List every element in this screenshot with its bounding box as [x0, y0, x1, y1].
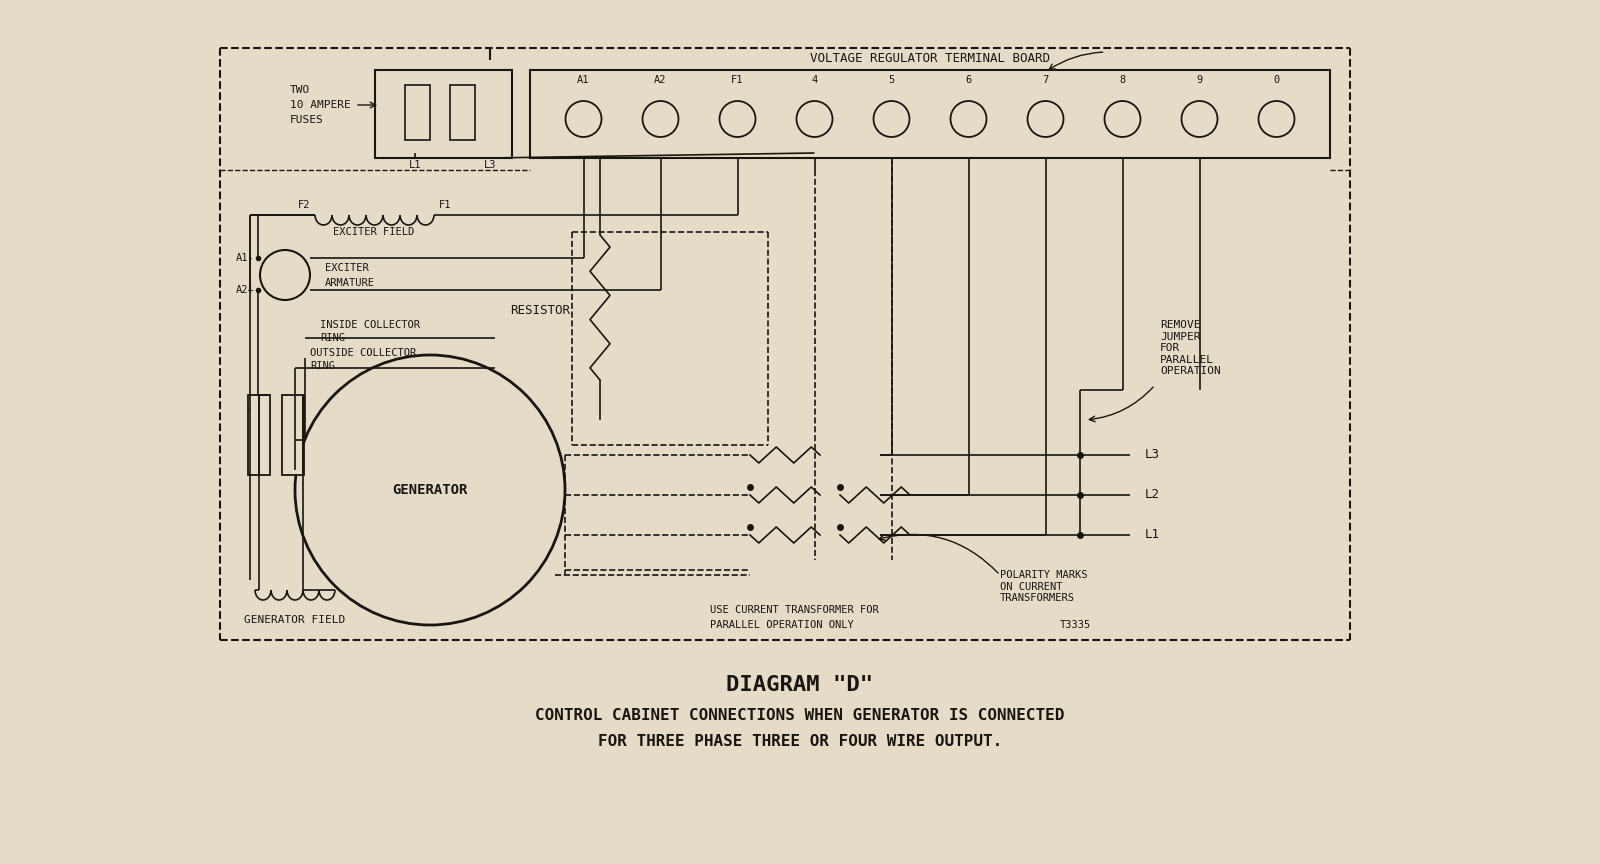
Text: ARMATURE: ARMATURE — [325, 278, 374, 288]
Text: A1: A1 — [578, 75, 590, 85]
Text: EXCITER: EXCITER — [325, 263, 368, 273]
Text: FUSES: FUSES — [290, 115, 323, 125]
Text: F2: F2 — [298, 200, 310, 210]
Text: T3335: T3335 — [1059, 620, 1091, 630]
Text: REMOVE
JUMPER
FOR
PARALLEL
OPERATION: REMOVE JUMPER FOR PARALLEL OPERATION — [1160, 320, 1221, 377]
Circle shape — [643, 101, 678, 137]
Circle shape — [1181, 101, 1218, 137]
Text: VOLTAGE REGULATOR TERMINAL BOARD: VOLTAGE REGULATOR TERMINAL BOARD — [810, 52, 1050, 65]
Text: USE CURRENT TRANSFORMER FOR: USE CURRENT TRANSFORMER FOR — [710, 605, 878, 615]
Text: 7: 7 — [1042, 75, 1048, 85]
Text: GENERATOR FIELD: GENERATOR FIELD — [245, 615, 346, 625]
Bar — [405, 85, 430, 140]
Text: 6: 6 — [965, 75, 971, 85]
Circle shape — [874, 101, 909, 137]
Circle shape — [1027, 101, 1064, 137]
Text: A2: A2 — [654, 75, 667, 85]
Circle shape — [1259, 101, 1294, 137]
Text: L2: L2 — [1146, 488, 1160, 501]
Text: 5: 5 — [888, 75, 894, 85]
Bar — [248, 395, 270, 475]
Text: FOR THREE PHASE THREE OR FOUR WIRE OUTPUT.: FOR THREE PHASE THREE OR FOUR WIRE OUTPU… — [598, 734, 1002, 749]
Text: DIAGRAM "D": DIAGRAM "D" — [726, 675, 874, 695]
Text: GENERATOR: GENERATOR — [392, 483, 467, 497]
Text: A1-: A1- — [237, 253, 254, 263]
Text: TWO: TWO — [290, 85, 310, 95]
Text: A2+: A2+ — [237, 285, 254, 295]
Bar — [374, 70, 512, 158]
Text: RESISTOR: RESISTOR — [510, 303, 570, 316]
Circle shape — [259, 250, 310, 300]
Text: 0: 0 — [1274, 75, 1280, 85]
Text: 9: 9 — [1197, 75, 1203, 85]
Text: EXCITER FIELD: EXCITER FIELD — [333, 227, 414, 237]
Text: POLARITY MARKS
ON CURRENT
TRANSFORMERS: POLARITY MARKS ON CURRENT TRANSFORMERS — [1000, 570, 1088, 603]
Circle shape — [565, 101, 602, 137]
Text: OUTSIDE COLLECTOR: OUTSIDE COLLECTOR — [310, 348, 416, 358]
Circle shape — [720, 101, 755, 137]
Text: L1: L1 — [408, 160, 421, 170]
Circle shape — [950, 101, 987, 137]
Circle shape — [797, 101, 832, 137]
Text: 10 AMPERE: 10 AMPERE — [290, 100, 350, 110]
Text: 8: 8 — [1120, 75, 1126, 85]
Text: F1: F1 — [438, 200, 451, 210]
Text: RING: RING — [320, 333, 346, 343]
Circle shape — [1104, 101, 1141, 137]
Text: INSIDE COLLECTOR: INSIDE COLLECTOR — [320, 320, 419, 330]
Text: L3: L3 — [1146, 448, 1160, 461]
Text: L1: L1 — [1146, 529, 1160, 542]
Text: PARALLEL OPERATION ONLY: PARALLEL OPERATION ONLY — [710, 620, 854, 630]
Text: L3: L3 — [483, 160, 496, 170]
Text: 4: 4 — [811, 75, 818, 85]
Text: RING: RING — [310, 361, 334, 371]
Text: F1: F1 — [731, 75, 744, 85]
Bar — [282, 395, 304, 475]
Text: CONTROL CABINET CONNECTIONS WHEN GENERATOR IS CONNECTED: CONTROL CABINET CONNECTIONS WHEN GENERAT… — [536, 708, 1064, 722]
Bar — [530, 70, 1330, 158]
Circle shape — [294, 355, 565, 625]
Bar — [450, 85, 475, 140]
